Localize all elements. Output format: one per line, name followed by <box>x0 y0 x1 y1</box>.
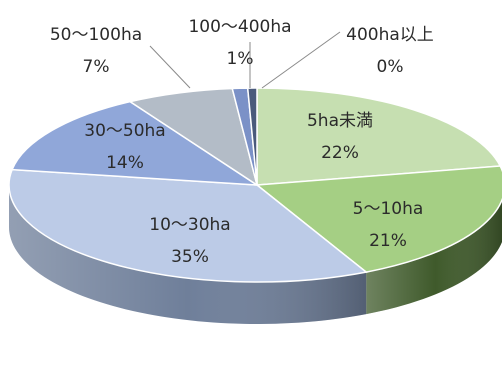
slice-value-label: 1% <box>227 49 254 69</box>
slice-name-label: 400ha以上 <box>346 25 434 45</box>
slice-name-label: 30～50ha <box>84 121 165 141</box>
slice-name-label: 10～30ha <box>149 215 230 235</box>
slice-value-label: 35% <box>171 247 209 267</box>
slice-value-label: 22% <box>321 143 359 163</box>
pie-slice-3 <box>11 100 260 186</box>
slice-labels: 5ha未満 22% 5～10ha 21% 10～30ha 35% 30～50ha 14% 50～… <box>50 17 434 267</box>
leader-line-6 <box>261 31 341 89</box>
pie-tops <box>8 87 502 283</box>
pie-slice-2 <box>8 168 368 283</box>
slice-value-label: 14% <box>106 153 144 173</box>
slice-value-label: 0% <box>377 57 404 77</box>
pie-slice-4 <box>128 87 259 187</box>
pie-sides <box>9 185 502 324</box>
leader-line-4 <box>149 45 191 89</box>
leader-lines <box>149 31 341 89</box>
pie-side-shade-2 <box>9 185 367 324</box>
slice-value-label: 21% <box>369 231 407 251</box>
slice-name-label: 50～100ha <box>50 25 142 45</box>
pie-slice-1 <box>255 165 502 273</box>
slice-value-label: 7% <box>83 57 110 77</box>
slice-name-label: 5～10ha <box>353 199 424 219</box>
pie-side-shade-1 <box>366 199 502 315</box>
pie-slice-0 <box>256 87 502 186</box>
slice-name-label: 100～400ha <box>188 17 291 37</box>
slice-name-label: 5ha未満 <box>307 111 373 131</box>
pie-slice-6 <box>246 87 258 186</box>
